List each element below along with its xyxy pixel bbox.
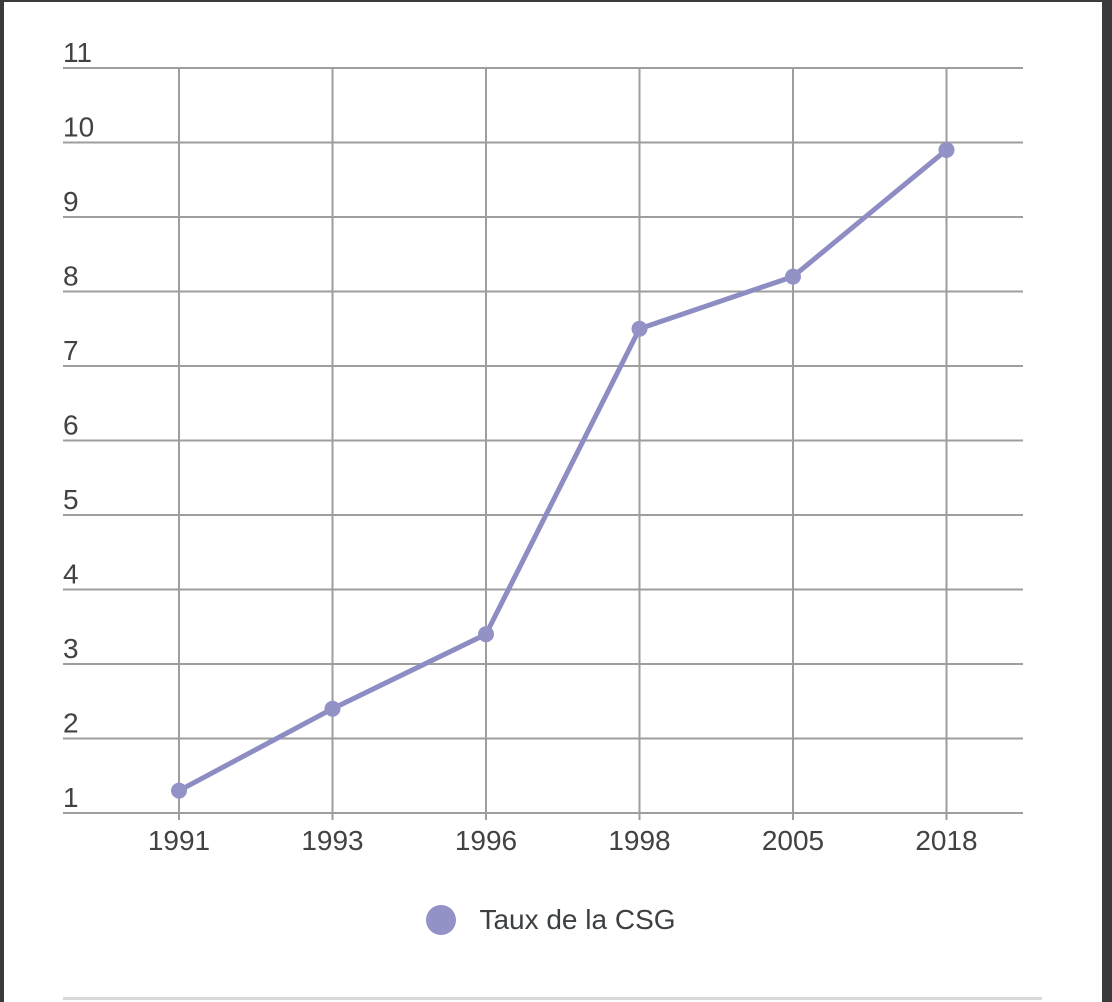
x-tick-label: 1993 (301, 825, 363, 856)
y-tick-label: 10 (63, 112, 94, 143)
data-point (785, 268, 801, 285)
y-tick-label: 5 (63, 484, 79, 515)
data-point (171, 782, 187, 799)
legend-series-label: Taux de la CSG (479, 904, 676, 935)
y-tick-label: 2 (63, 708, 79, 739)
top-border (0, 0, 1112, 2)
data-point (478, 626, 494, 643)
data-point (324, 700, 341, 717)
left-border (0, 0, 4, 1002)
y-tick-label: 6 (63, 410, 79, 441)
legend: Taux de la CSG (0, 903, 1102, 937)
x-tick-label: 2018 (915, 825, 977, 856)
y-tick-label: 7 (63, 335, 79, 366)
x-tick-label: 1998 (608, 825, 670, 856)
legend-series-marker (426, 905, 457, 935)
x-tick-label: 2005 (762, 825, 824, 856)
data-point (631, 320, 648, 337)
y-tick-label: 8 (63, 261, 79, 292)
y-tick-label: 9 (63, 186, 79, 217)
right-border (1102, 0, 1112, 1002)
y-tick-label: 4 (63, 559, 79, 590)
y-tick-label: 1 (63, 782, 79, 813)
y-tick-label: 11 (63, 37, 92, 68)
x-tick-label: 1996 (455, 825, 517, 856)
y-tick-label: 3 (63, 633, 79, 664)
x-tick-label: 1991 (148, 825, 210, 856)
series-line (176, 147, 949, 794)
bottom-divider (63, 997, 1042, 1000)
data-point (938, 141, 955, 158)
